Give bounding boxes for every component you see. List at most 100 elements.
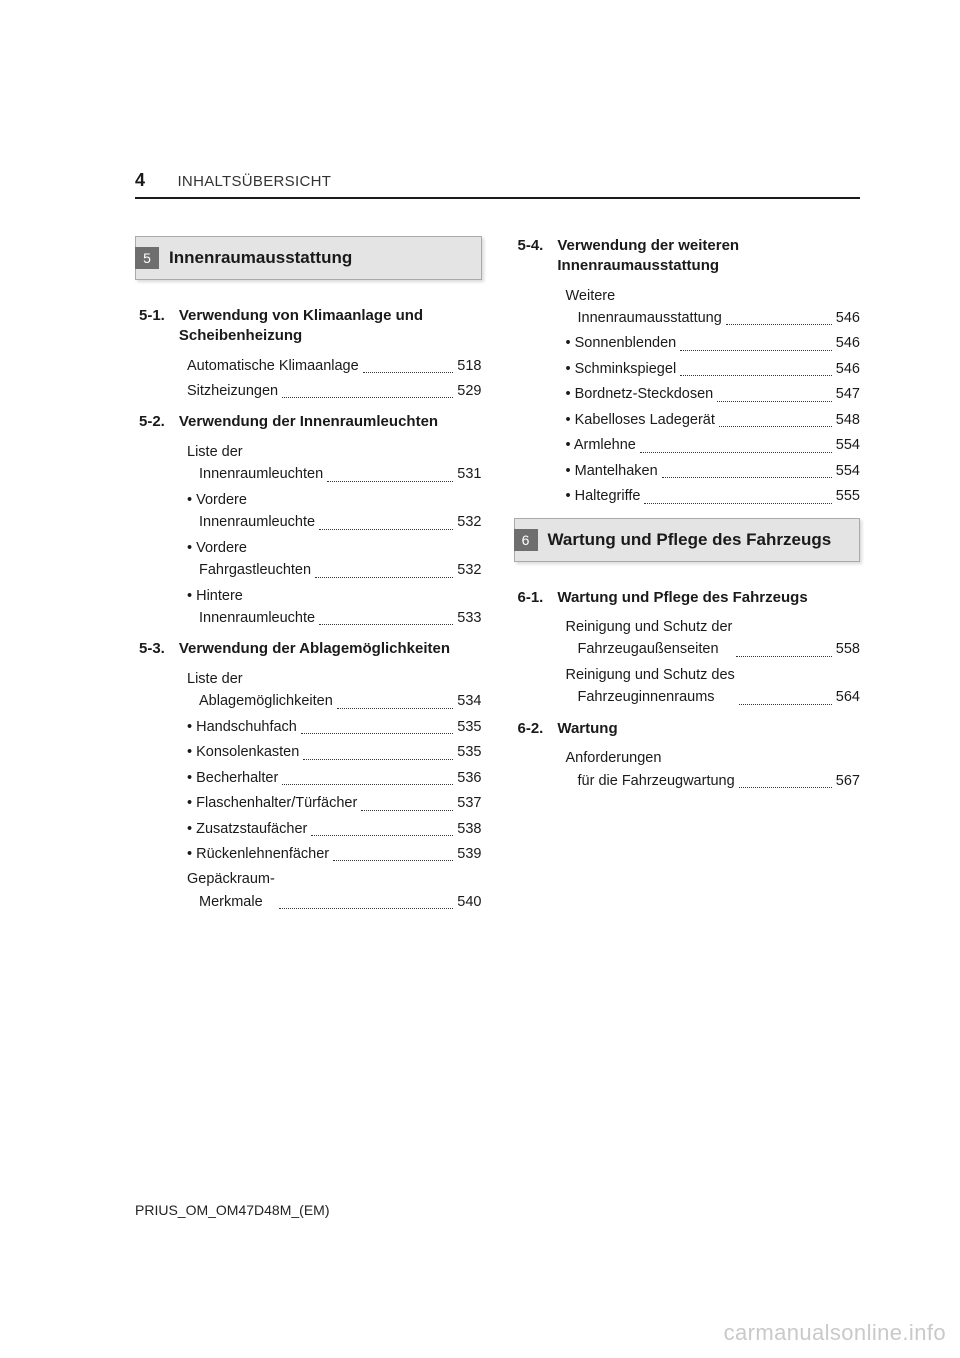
toc-entry-label: Gepäckraum- Merkmale [187, 868, 275, 913]
toc-entries: Liste der Innenraumleuchten 531 Vordere … [139, 441, 482, 630]
toc-dots [739, 704, 832, 705]
toc-entries: Anforderungen für die Fahrzeugwartung 56… [518, 747, 861, 792]
toc-dots [680, 375, 832, 376]
section-number: 5-2. [139, 412, 165, 432]
toc-dots [662, 477, 832, 478]
toc-entry-page: 535 [457, 741, 481, 763]
toc-entry-label: Sonnenblenden [566, 332, 677, 354]
toc-entry-label: Flaschenhalter/Türfächer [187, 792, 357, 814]
toc-entry-label: Vordere Fahrgastleuchten [187, 537, 311, 582]
section-heading: 5-2. Verwendung der Innenraumleuchten [139, 412, 482, 432]
toc-dots [333, 860, 453, 861]
section-title: Verwendung der Innenraumleuchten [179, 412, 482, 432]
section-number: 5-4. [518, 236, 544, 256]
toc-entry-label: Vordere Innenraumleuchte [187, 489, 315, 534]
toc-entry-page: 535 [457, 716, 481, 738]
toc-dots [640, 452, 832, 453]
toc-entry-page: 547 [836, 383, 860, 405]
toc-entry-label: Schminkspiegel [566, 358, 677, 380]
toc-entry: Vordere Innenraumleuchte 532 [187, 489, 482, 534]
toc-entry: Mantelhaken 554 [566, 460, 861, 482]
toc-entries: Liste der Ablagemöglichkeiten 534 Handsc… [139, 668, 482, 914]
toc-entry: Hintere Innenraumleuchte 533 [187, 585, 482, 630]
section-6-2: 6-2. Wartung Anforderungen für die Fahrz… [514, 719, 861, 792]
toc-entry: Schminkspiegel 546 [566, 358, 861, 380]
chapter-title: Wartung und Pflege des Fahrzeugs [548, 529, 848, 550]
toc-entry-label: Armlehne [566, 434, 636, 456]
toc-entry-page: 529 [457, 380, 481, 402]
toc-dots [363, 372, 454, 373]
page: 4 INHALTSÜBERSICHT 5 Innenraumausstattun… [0, 0, 960, 1358]
toc-dots [736, 656, 831, 657]
header-title: INHALTSÜBERSICHT [177, 173, 331, 190]
toc-entries: Reinigung und Schutz der Fahrzeugaußense… [518, 616, 861, 709]
footer-code: PRIUS_OM_OM47D48M_(EM) [135, 1202, 330, 1218]
toc-entry-page: 554 [836, 460, 860, 482]
toc-dots [717, 401, 832, 402]
toc-dots [327, 481, 453, 482]
toc-entry: Konsolenkasten 535 [187, 741, 482, 763]
toc-entry-page: 546 [836, 358, 860, 380]
toc-entry-label: Sitzheizungen [187, 380, 278, 402]
toc-dots [680, 350, 832, 351]
toc-dots [315, 577, 453, 578]
toc-dots [319, 529, 453, 530]
section-title: Verwendung der weiteren Innenraumausstat… [557, 236, 860, 277]
toc-entry: Gepäckraum- Merkmale 540 [187, 868, 482, 913]
chapter-tab-5: 5 Innenraumausstattung [135, 236, 482, 280]
toc-entry-label: Weitere Innenraumausstattung [566, 285, 722, 330]
page-header: 4 INHALTSÜBERSICHT [135, 170, 860, 199]
section-title: Wartung und Pflege des Fahrzeugs [557, 588, 860, 608]
section-5-1: 5-1. Verwendung von Klimaanlage und Sche… [135, 306, 482, 402]
toc-dots [337, 708, 453, 709]
toc-entry: Reinigung und Schutz des Fahrzeuginnenra… [566, 664, 861, 709]
section-title: Verwendung von Klimaanlage und Scheibenh… [179, 306, 482, 347]
toc-entries: Automatische Klimaanlage 518 Sitzheizung… [139, 355, 482, 403]
section-heading: 6-1. Wartung und Pflege des Fahrzeugs [518, 588, 861, 608]
right-column: 5-4. Verwendung der weiteren Innenraumau… [514, 236, 861, 923]
toc-entry-label: Handschuhfach [187, 716, 297, 738]
toc-entry: Liste der Ablagemöglichkeiten 534 [187, 668, 482, 713]
toc-entry: Flaschenhalter/Türfächer 537 [187, 792, 482, 814]
section-number: 5-1. [139, 306, 165, 326]
toc-entry-label: Zusatzstaufächer [187, 818, 307, 840]
section-title: Wartung [557, 719, 860, 739]
toc-entry-page: 532 [457, 559, 481, 581]
section-5-3: 5-3. Verwendung der Ablagemöglichkeiten … [135, 639, 482, 913]
toc-dots [311, 835, 453, 836]
toc-entry-page: 518 [457, 355, 481, 377]
section-heading: 5-1. Verwendung von Klimaanlage und Sche… [139, 306, 482, 347]
toc-entry: Weitere Innenraumausstattung 546 [566, 285, 861, 330]
toc-entry-label: Mantelhaken [566, 460, 658, 482]
section-heading: 5-3. Verwendung der Ablagemöglichkeiten [139, 639, 482, 659]
toc-entries: Weitere Innenraumausstattung 546 Sonnenb… [518, 285, 861, 508]
toc-entry: Zusatzstaufächer 538 [187, 818, 482, 840]
toc-dots [719, 426, 832, 427]
toc-dots [301, 733, 453, 734]
chapter-tab-6: 6 Wartung und Pflege des Fahrzeugs [514, 518, 861, 562]
toc-entry-page: 546 [836, 332, 860, 354]
section-heading: 6-2. Wartung [518, 719, 861, 739]
toc-dots [739, 787, 832, 788]
toc-entry: Kabelloses Ladegerät 548 [566, 409, 861, 431]
toc-dots [644, 503, 831, 504]
toc-entry: Sitzheizungen 529 [187, 380, 482, 402]
toc-entry-page: 540 [457, 891, 481, 913]
toc-entry-label: Reinigung und Schutz des Fahrzeuginnenra… [566, 664, 735, 709]
toc-entry-page: 532 [457, 511, 481, 533]
toc-entry-page: 546 [836, 307, 860, 329]
toc-dots [361, 810, 453, 811]
toc-entry-page: 555 [836, 485, 860, 507]
toc-entry: Reinigung und Schutz der Fahrzeugaußense… [566, 616, 861, 661]
toc-entry: Anforderungen für die Fahrzeugwartung 56… [566, 747, 861, 792]
section-number: 6-2. [518, 719, 544, 739]
toc-entry-label: Reinigung und Schutz der Fahrzeugaußense… [566, 616, 733, 661]
toc-entry-page: 554 [836, 434, 860, 456]
toc-entry: Automatische Klimaanlage 518 [187, 355, 482, 377]
toc-entry-page: 536 [457, 767, 481, 789]
toc-entry-label: Anforderungen für die Fahrzeugwartung [566, 747, 735, 792]
toc-entry-label: Kabelloses Ladegerät [566, 409, 715, 431]
section-number: 5-3. [139, 639, 165, 659]
toc-dots [319, 624, 453, 625]
toc-entry-label: Automatische Klimaanlage [187, 355, 359, 377]
